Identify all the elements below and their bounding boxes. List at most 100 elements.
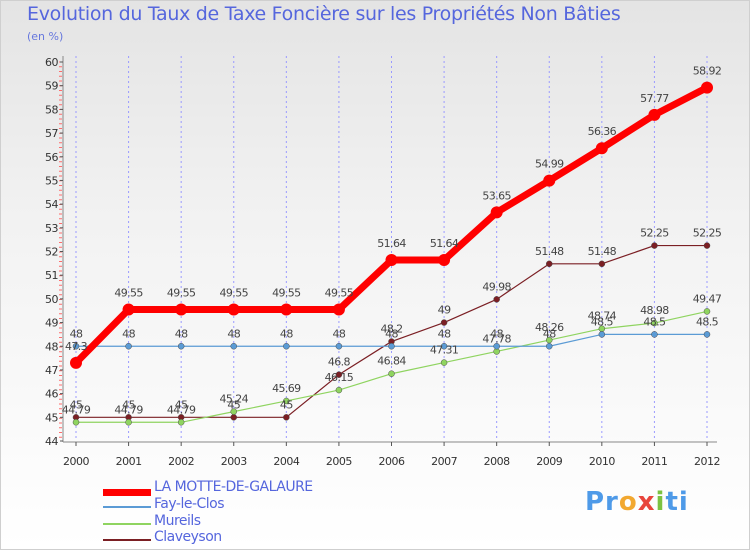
data-label: 48 <box>175 327 188 340</box>
data-label: 48.98 <box>640 304 669 317</box>
data-point <box>72 419 80 426</box>
data-label: 52.25 <box>693 227 722 240</box>
y-tick-label: 47 <box>45 364 58 377</box>
data-point <box>125 419 132 426</box>
data-point <box>227 303 240 316</box>
legend-swatch-claveyson <box>103 539 151 541</box>
data-label: 45 <box>280 398 293 411</box>
unit-label: (en %) <box>27 30 64 43</box>
data-label: 54.99 <box>535 158 564 171</box>
data-point <box>598 331 606 338</box>
data-point <box>440 343 448 350</box>
data-point <box>703 308 711 315</box>
legend-label: Fay-le-Clos <box>154 496 225 512</box>
data-label: 45 <box>70 398 83 411</box>
data-label: 48 <box>70 327 83 340</box>
x-tick-label: 2003 <box>221 455 247 468</box>
data-label: 49.55 <box>220 287 249 300</box>
data-label: 48.5 <box>591 315 614 328</box>
x-tick-label: 2012 <box>694 455 720 468</box>
data-point <box>280 303 293 316</box>
y-tick-label: 51 <box>45 269 58 282</box>
y-tick-label: 50 <box>45 293 58 306</box>
data-point <box>543 174 556 187</box>
data-label: 48 <box>543 327 556 340</box>
data-label: 47.78 <box>482 332 511 345</box>
data-point <box>701 81 713 94</box>
data-point <box>438 254 451 267</box>
y-tick-labels: 44 45 46 47 48 49 50 51 52 53 54 55 56 57 58 59 60 <box>45 56 63 448</box>
logo-part: x <box>637 487 656 517</box>
y-tick-label: 55 <box>45 174 58 187</box>
data-point <box>332 303 345 316</box>
data-label: 49.55 <box>325 287 354 300</box>
data-point <box>651 331 658 338</box>
data-point <box>230 408 237 415</box>
y-tick-label: 49 <box>45 317 58 330</box>
x-tick-label: 2005 <box>326 455 352 468</box>
data-label: 46.8 <box>328 356 351 369</box>
proxiti-logo: Proxiti <box>585 487 689 517</box>
data-label: 46.15 <box>325 371 354 384</box>
data-label: 48.5 <box>696 315 719 328</box>
data-label: 44.79 <box>114 403 143 416</box>
data-point <box>72 343 80 350</box>
data-label: 47.3 <box>65 340 88 353</box>
data-point <box>490 206 503 219</box>
data-label: 47.31 <box>430 344 459 357</box>
y-tick-label: 58 <box>45 103 58 116</box>
y-tick-label: 48 <box>45 340 58 353</box>
data-label: 52.25 <box>640 227 669 240</box>
legend-swatch-la-motte-de-galaure <box>103 489 151 496</box>
legend-label: Claveyson <box>154 529 222 545</box>
data-point <box>651 242 658 249</box>
logo-part: Pr <box>585 487 619 517</box>
data-point <box>440 319 448 326</box>
data-label: 51.64 <box>430 237 459 250</box>
data-point <box>177 419 185 426</box>
data-point <box>335 343 343 350</box>
y-tick-label: 60 <box>45 56 58 69</box>
y-tick-label: 57 <box>45 127 58 140</box>
legend-label: Mureils <box>154 513 201 529</box>
y-tick-label: 46 <box>45 388 58 401</box>
series-fay-le-clos <box>72 331 711 350</box>
series-la-motte-de-galaure <box>70 81 713 369</box>
data-label: 45.69 <box>272 382 301 395</box>
logo-part: o <box>618 487 638 517</box>
data-label: 46.84 <box>377 355 406 368</box>
data-label: 48 <box>438 327 451 340</box>
data-label: 48.2 <box>380 323 402 336</box>
data-point <box>283 343 290 350</box>
data-point <box>388 343 395 350</box>
data-point <box>283 397 290 405</box>
data-point <box>335 371 343 378</box>
data-point <box>283 414 290 421</box>
y-tick-label: 44 <box>45 435 58 448</box>
data-label: 51.48 <box>588 245 617 258</box>
data-label: 45 <box>227 398 240 411</box>
data-label: 44.79 <box>167 403 196 416</box>
data-point <box>385 254 398 267</box>
data-point <box>595 142 608 155</box>
data-label: 48 <box>227 327 240 340</box>
series-mureils <box>72 308 711 426</box>
x-tick-label: 2009 <box>536 455 562 468</box>
x-tick-label: 2004 <box>273 455 299 468</box>
data-label: 48 <box>385 327 398 340</box>
data-label: 45.24 <box>220 393 249 406</box>
x-tick-label: 2010 <box>589 455 615 468</box>
y-tick-label: 59 <box>45 80 58 93</box>
data-label: 53.65 <box>482 189 511 202</box>
x-tick-label: 2000 <box>63 455 89 468</box>
data-point <box>440 359 448 366</box>
data-point <box>335 386 343 394</box>
data-label: 49.98 <box>482 280 511 293</box>
data-label: 48 <box>490 327 503 340</box>
data-point <box>703 331 711 338</box>
data-label: 49.55 <box>114 287 143 300</box>
y-tick-label: 45 <box>45 411 58 424</box>
y-tick-label: 54 <box>45 198 58 211</box>
data-point <box>122 303 135 316</box>
